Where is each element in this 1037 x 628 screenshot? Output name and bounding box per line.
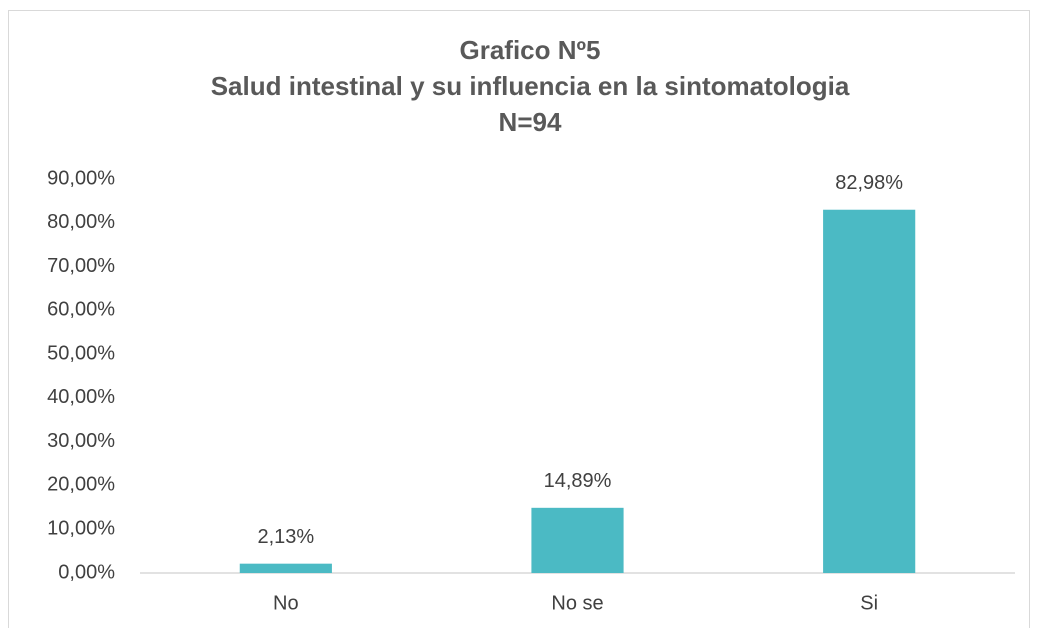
y-tick-label: 0,00%: [58, 561, 115, 583]
bar: [823, 209, 916, 573]
y-tick-label: 90,00%: [47, 167, 115, 189]
data-label: 82,98%: [835, 172, 903, 194]
y-tick-label: 70,00%: [47, 255, 115, 277]
data-label: 14,89%: [544, 470, 612, 492]
x-tick-label: No se: [551, 592, 603, 614]
y-tick-label: 50,00%: [47, 342, 115, 364]
y-tick-label: 80,00%: [47, 211, 115, 233]
y-tick-label: 10,00%: [47, 518, 115, 540]
y-tick-label: 60,00%: [47, 299, 115, 321]
data-label: 2,13%: [257, 526, 314, 548]
bar: [531, 507, 624, 573]
y-tick-label: 40,00%: [47, 386, 115, 408]
chart-title: N=94: [499, 107, 562, 137]
y-tick-label: 30,00%: [47, 430, 115, 452]
y-tick-label: 20,00%: [47, 474, 115, 496]
chart-title: Salud intestinal y su influencia en la s…: [211, 71, 850, 101]
x-tick-label: Si: [860, 592, 878, 614]
x-tick-label: No: [273, 592, 299, 614]
bar: [239, 563, 332, 573]
chart-title: Grafico Nº5: [460, 35, 601, 65]
